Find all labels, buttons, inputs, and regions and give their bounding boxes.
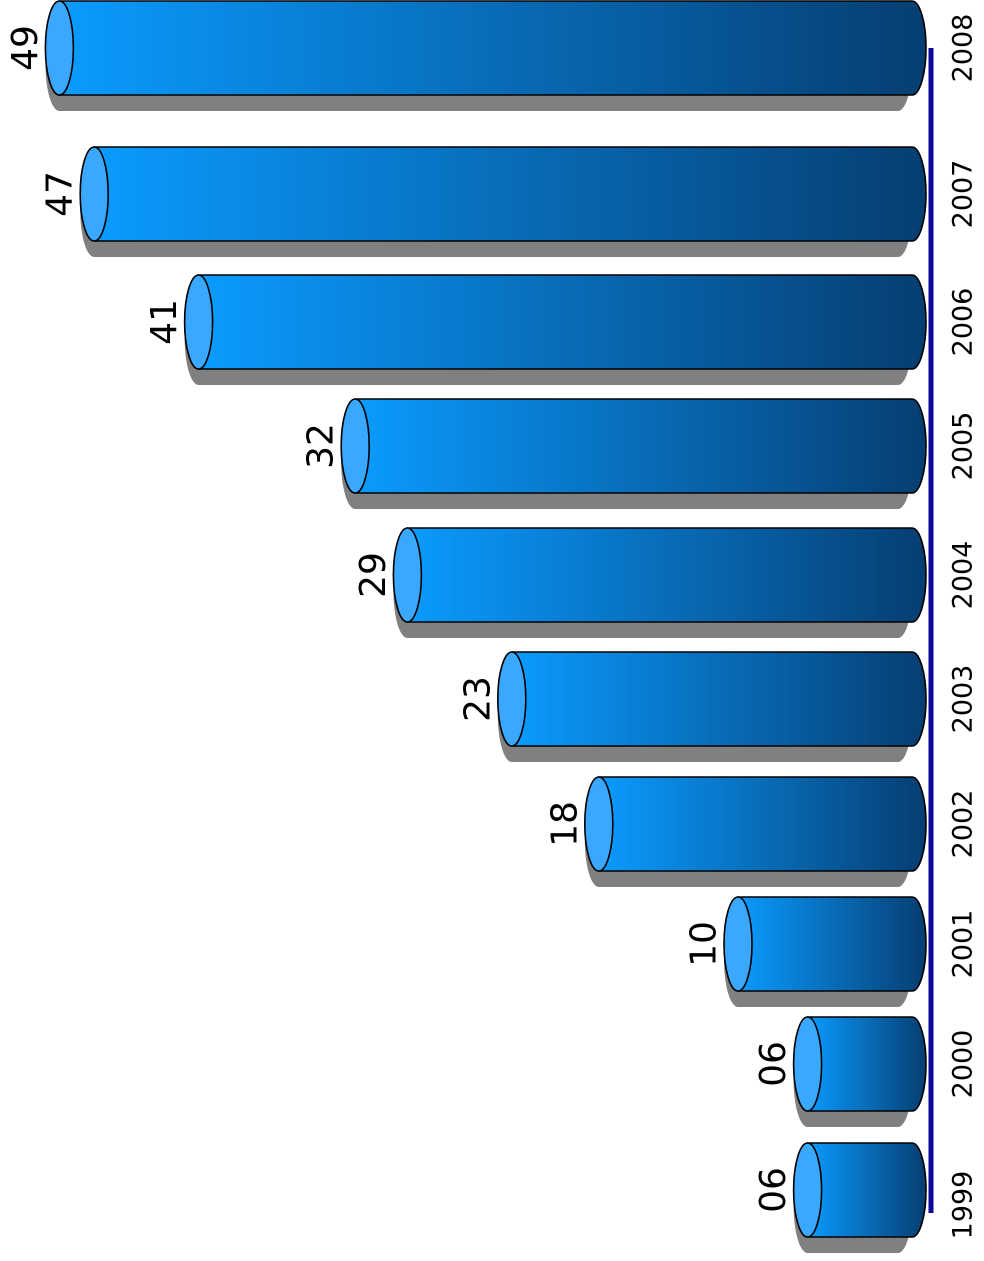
bar-1999 <box>792 1142 927 1253</box>
value-label: 41 <box>144 299 185 345</box>
category-label: 2001 <box>948 910 979 979</box>
value-label: 23 <box>457 676 498 722</box>
bar-cap <box>792 1016 823 1112</box>
bar-body <box>58 0 927 96</box>
bar-cap <box>583 776 614 872</box>
bar-2003 <box>496 651 927 762</box>
bar-cap <box>792 1142 823 1238</box>
category-label: 2006 <box>948 288 979 357</box>
bar-marks: 06 1999 06 2000 10 2001 18 2002 23 2003 29 2004 32 20… <box>5 0 979 1253</box>
category-label: 2008 <box>948 14 979 83</box>
bar-body <box>806 1016 927 1112</box>
category-label: 2003 <box>948 665 979 734</box>
bar-cap <box>44 0 75 96</box>
category-label: 1999 <box>948 1171 979 1240</box>
value-label: 47 <box>40 171 81 217</box>
category-label: 2004 <box>948 541 979 610</box>
value-label: 06 <box>753 1041 794 1087</box>
value-label: 18 <box>544 801 585 847</box>
category-label: 2005 <box>948 412 979 481</box>
value-label: 10 <box>684 921 725 967</box>
bar-2001 <box>723 896 927 1007</box>
value-label: 49 <box>5 25 46 71</box>
bar-body <box>737 896 927 992</box>
value-label: 06 <box>753 1167 794 1213</box>
bar-2000 <box>792 1016 927 1127</box>
bar-body <box>598 776 927 872</box>
bar-2008 <box>44 0 927 111</box>
bar-cap <box>183 274 214 370</box>
bar-2007 <box>79 146 927 257</box>
bar-cap <box>496 651 527 747</box>
bar-2004 <box>392 527 927 638</box>
bar-body <box>197 274 927 370</box>
bar-cap <box>723 896 753 992</box>
bar-cap <box>340 398 371 494</box>
bar-2005 <box>340 398 927 509</box>
bar-cap <box>392 527 423 623</box>
value-label: 32 <box>301 423 342 469</box>
bar-body <box>511 651 927 747</box>
category-label: 2002 <box>948 790 979 859</box>
bar-body <box>806 1142 927 1238</box>
bar-body <box>406 527 927 623</box>
value-label: 29 <box>353 552 394 598</box>
category-label: 2007 <box>948 160 979 229</box>
bar-cap <box>79 146 109 242</box>
bar-2002 <box>583 776 927 887</box>
category-label: 2000 <box>948 1030 979 1099</box>
bar-2006 <box>183 274 927 385</box>
bar-body <box>93 146 927 242</box>
bar-body <box>354 398 927 494</box>
